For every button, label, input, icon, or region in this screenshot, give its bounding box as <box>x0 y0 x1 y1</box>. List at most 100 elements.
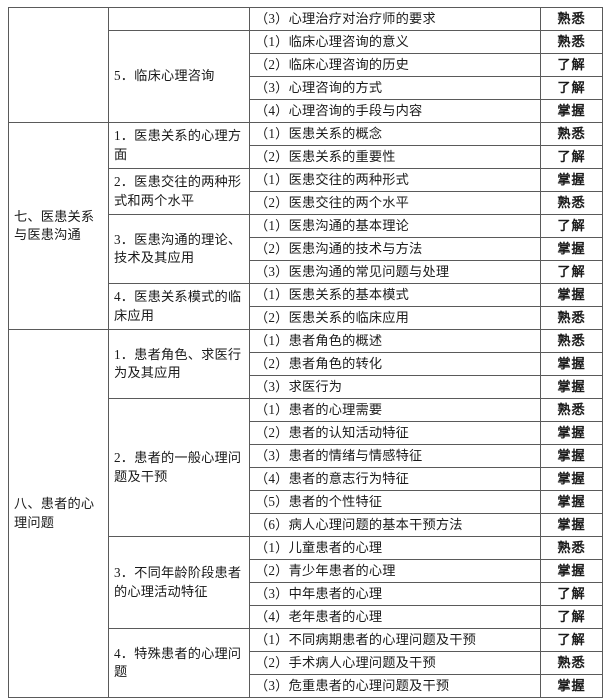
requirement-level-cell: 熟悉 <box>540 329 603 353</box>
requirement-level-cell: 掌握 <box>540 168 603 192</box>
topic-label: 3．不同年龄阶段患者的心理活动特征 <box>114 565 242 599</box>
table-row: 3．医患沟通的理论、技术及其应用 （1）医患沟通的基本理论 了解 <box>9 214 603 284</box>
table-row: （3）心理治疗对治疗师的要求 熟悉 <box>8 7 603 123</box>
requirement-level-cell: 了解 <box>540 582 603 606</box>
topic-label-cell: 5．临床心理咨询 <box>108 30 250 123</box>
topic-label-cell <box>108 7 250 31</box>
requirement-level-cell: 熟悉 <box>540 191 603 215</box>
point-text-cell: （3）患者的情绪与情感特征 <box>249 444 541 468</box>
point-text-cell: （3）医患沟通的常见问题与处理 <box>249 260 541 284</box>
topic-label: 4．医患关系模式的临床应用 <box>114 289 242 323</box>
requirement-level-cell: 掌握 <box>540 375 603 399</box>
point-text-cell: （2）医患关系的重要性 <box>249 145 541 169</box>
requirement-level-cell: 熟悉 <box>540 30 603 54</box>
requirement-level-cell: 了解 <box>540 260 603 284</box>
point-text-cell: （1）医患沟通的基本理论 <box>249 214 541 238</box>
syllabus-table-container: （3）心理治疗对治疗师的要求 熟悉 5．临床心理咨询 （1）临床心理咨询的意义 熟悉 （2… <box>8 7 603 698</box>
table-row: （2）临床心理咨询的历史 了解 <box>9 53 603 77</box>
table-row: 2．患者的一般心理问题及干预 （1）患者的心理需要 熟悉 <box>9 398 603 537</box>
table-row: （2）患者角色的转化 掌握 <box>9 352 603 376</box>
point-text-cell: （6）病人心理问题的基本干预方法 <box>249 513 541 537</box>
requirement-level-cell: 了解 <box>540 76 603 100</box>
point-text-cell: （1）医患交往的两种形式 <box>249 168 541 192</box>
requirement-level-cell: 了解 <box>540 53 603 77</box>
topic-label-cell: 1．医患关系的心理方面 <box>108 122 250 169</box>
requirement-level-cell: 掌握 <box>540 421 603 445</box>
point-text-cell: （2）患者的认知活动特征 <box>249 421 541 445</box>
point-text-cell: （2）医患关系的临床应用 <box>249 306 541 330</box>
table-row: 2．医患交往的两种形式和两个水平 （1）医患交往的两种形式 掌握 <box>9 168 603 215</box>
table-row: （2）医患沟通的技术与方法 掌握 <box>9 237 603 261</box>
point-text-cell: （2）医患沟通的技术与方法 <box>249 237 541 261</box>
topic-label: 2．患者的一般心理问题及干预 <box>114 450 242 484</box>
syllabus-table-body: （3）心理治疗对治疗师的要求 熟悉 5．临床心理咨询 （1）临床心理咨询的意义 熟悉 （2… <box>8 7 603 698</box>
point-text-cell: （4）心理咨询的手段与内容 <box>249 99 541 123</box>
table-row: 4．医患关系模式的临床应用 （1）医患关系的基本模式 掌握 <box>9 283 603 330</box>
requirement-level-cell: 熟悉 <box>540 306 603 330</box>
topic-label: 4．特殊患者的心理问题 <box>114 645 242 679</box>
requirement-level-cell: 掌握 <box>540 99 603 123</box>
topic-label-cell: 4．医患关系模式的临床应用 <box>108 283 250 330</box>
point-text-cell: （2）临床心理咨询的历史 <box>249 53 541 77</box>
section-label: 八、患者的心理问题 <box>14 496 95 530</box>
requirement-level-cell: 了解 <box>540 145 603 169</box>
requirement-level-cell: 掌握 <box>540 352 603 376</box>
requirement-level-cell: 掌握 <box>540 444 603 468</box>
requirement-level-cell: 了解 <box>540 214 603 238</box>
requirement-level-cell: 熟悉 <box>540 651 603 675</box>
topic-label-cell: 3．医患沟通的理论、技术及其应用 <box>108 214 250 284</box>
topic-label: 3．医患沟通的理论、技术及其应用 <box>114 231 242 265</box>
requirement-level-cell: 掌握 <box>540 674 603 698</box>
requirement-level-cell: 熟悉 <box>540 536 603 560</box>
requirement-level-cell: 熟悉 <box>540 7 603 31</box>
point-text-cell: （3）心理咨询的方式 <box>249 76 541 100</box>
requirement-level-cell: 掌握 <box>540 490 603 514</box>
point-text-cell: （2）患者角色的转化 <box>249 352 541 376</box>
point-text-cell: （3）心理治疗对治疗师的要求 <box>249 7 541 31</box>
topic-label-cell: 2．患者的一般心理问题及干预 <box>108 398 250 537</box>
topic-label-cell: 4．特殊患者的心理问题 <box>108 628 250 698</box>
point-text-cell: （1）临床心理咨询的意义 <box>249 30 541 54</box>
point-text-cell: （4）患者的意志行为特征 <box>249 467 541 491</box>
table-row: （2）医患交往的两个水平 熟悉 <box>9 191 603 215</box>
point-text-cell: （1）儿童患者的心理 <box>249 536 541 560</box>
topic-label: 5．临床心理咨询 <box>114 68 215 84</box>
section-label: 七、医患关系与医患沟通 <box>14 208 95 242</box>
table-row: （3）求医行为 掌握 <box>9 375 603 399</box>
table-row: （2）医患关系的临床应用 熟悉 <box>9 306 603 330</box>
point-text-cell: （1）患者角色的概述 <box>249 329 541 353</box>
requirement-level-cell: 了解 <box>540 605 603 629</box>
topic-label-cell: 3．不同年龄阶段患者的心理活动特征 <box>108 536 250 629</box>
syllabus-table: （3）心理治疗对治疗师的要求 熟悉 5．临床心理咨询 （1）临床心理咨询的意义 熟悉 （2… <box>8 7 603 698</box>
section-label-cell: 七、医患关系与医患沟通 <box>8 122 109 330</box>
point-text-cell: （1）患者的心理需要 <box>249 398 541 422</box>
table-row: （4）患者的意志行为特征 掌握 <box>9 467 603 491</box>
topic-label-cell: 1．患者角色、求医行为及其应用 <box>108 329 250 399</box>
point-text-cell: （1）不同病期患者的心理问题及干预 <box>249 628 541 652</box>
point-text-cell: （3）危重患者的心理问题及干预 <box>249 674 541 698</box>
topic-label: 1．患者角色、求医行为及其应用 <box>114 346 242 380</box>
table-row: 七、医患关系与医患沟通 1．医患关系的心理方面 （1）医患关系的概念 熟悉 <box>8 122 603 330</box>
requirement-level-cell: 掌握 <box>540 467 603 491</box>
point-text-cell: （4）老年患者的心理 <box>249 605 541 629</box>
point-text-cell: （2）手术病人心理问题及干预 <box>249 651 541 675</box>
table-row: 八、患者的心理问题 1．患者角色、求医行为及其应用 （1）患者角色的概述 熟悉 <box>8 329 603 698</box>
requirement-level-cell: 掌握 <box>540 513 603 537</box>
topic-label: 1．医患关系的心理方面 <box>114 128 242 162</box>
table-row: （4）心理咨询的手段与内容 掌握 <box>9 99 603 123</box>
table-row: （2）医患关系的重要性 了解 <box>9 145 603 169</box>
table-row: （5）患者的个性特征 掌握 <box>9 490 603 514</box>
requirement-level-cell: 掌握 <box>540 559 603 583</box>
table-row: （3）心理咨询的方式 了解 <box>9 76 603 100</box>
point-text-cell: （1）医患关系的基本模式 <box>249 283 541 307</box>
table-row: 5．临床心理咨询 （1）临床心理咨询的意义 熟悉 <box>9 30 603 123</box>
table-row: （2）患者的认知活动特征 掌握 <box>9 421 603 445</box>
section-label-cell <box>8 7 109 123</box>
requirement-level-cell: 了解 <box>540 628 603 652</box>
requirement-level-cell: 熟悉 <box>540 122 603 146</box>
point-text-cell: （3）求医行为 <box>249 375 541 399</box>
topic-label: 2．医患交往的两种形式和两个水平 <box>114 174 242 208</box>
point-text-cell: （1）医患关系的概念 <box>249 122 541 146</box>
point-text-cell: （5）患者的个性特征 <box>249 490 541 514</box>
requirement-level-cell: 掌握 <box>540 237 603 261</box>
